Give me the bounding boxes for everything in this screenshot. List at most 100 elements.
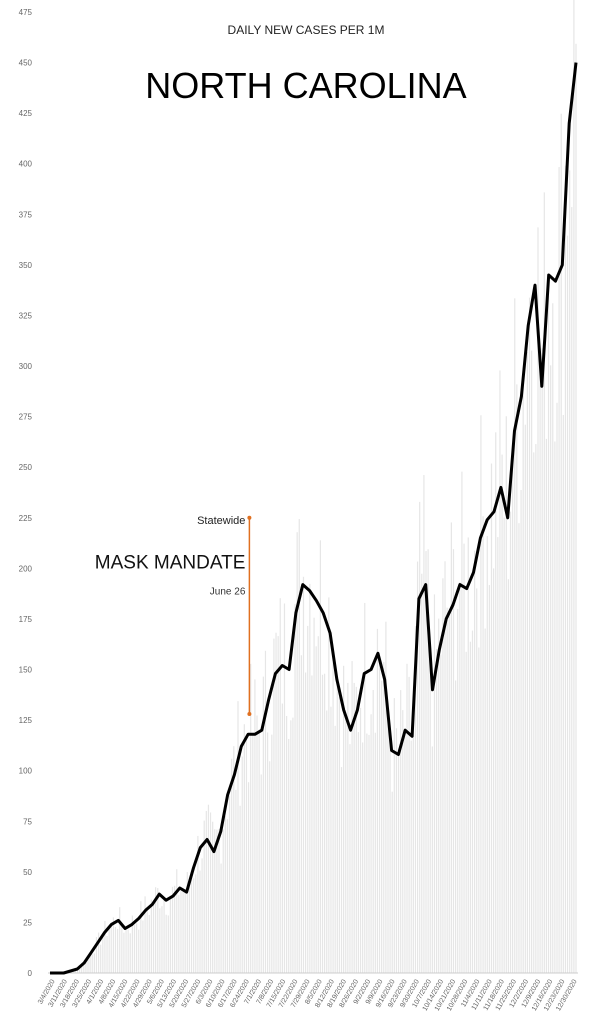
daily-bar [83, 962, 85, 973]
daily-bar [454, 680, 457, 973]
daily-bar [480, 415, 482, 974]
daily-bar [355, 686, 357, 973]
series-line [50, 62, 578, 975]
daily-bar [93, 953, 95, 973]
daily-bar [180, 889, 182, 973]
daily-bar [152, 904, 155, 973]
daily-bar [414, 626, 417, 973]
daily-bar [228, 795, 231, 973]
daily-bar [264, 650, 267, 973]
daily-bar [218, 829, 220, 973]
y-tick-label: 125 [19, 716, 33, 725]
daily-bar [560, 113, 562, 973]
daily-bar [362, 742, 364, 973]
daily-bar [313, 617, 315, 973]
daily-bar [279, 598, 281, 973]
daily-bar [150, 899, 152, 973]
daily-bar [376, 628, 379, 973]
daily-bar [486, 536, 488, 973]
daily-bar [558, 167, 560, 974]
daily-bar [408, 676, 410, 973]
daily-bar [387, 702, 389, 973]
daily-bar [353, 682, 355, 973]
daily-bar [368, 734, 370, 973]
daily-bar [374, 732, 376, 973]
daily-bar [520, 489, 522, 973]
daily-bar [438, 618, 440, 973]
daily-bar [95, 937, 98, 973]
daily-bar [562, 414, 564, 974]
daily-bar [522, 367, 524, 974]
y-tick-label: 225 [19, 514, 33, 523]
daily-bar [133, 925, 136, 973]
daily-bar [136, 923, 138, 973]
daily-bar [247, 782, 250, 973]
daily-bar [214, 829, 216, 973]
daily-bar [193, 878, 195, 973]
y-tick-label: 475 [19, 8, 33, 17]
daily-bar [260, 774, 262, 973]
daily-bar [184, 891, 186, 973]
daily-bar [334, 725, 336, 973]
daily-bar [298, 519, 300, 973]
daily-bar [474, 550, 476, 973]
daily-bar [294, 604, 296, 973]
daily-bar [431, 746, 433, 973]
daily-bar [254, 679, 256, 973]
daily-bar [161, 906, 163, 973]
daily-bar [216, 829, 218, 973]
y-axis-ticks: 0 25 50 75 100 125 150 175 200 225 250 275 300 325 350… [19, 8, 33, 978]
y-tick-label: 0 [28, 969, 33, 978]
daily-bar [269, 761, 271, 973]
daily-bar [461, 471, 463, 973]
daily-bar [324, 673, 326, 973]
daily-bar [347, 682, 349, 973]
daily-bar [250, 663, 252, 973]
daily-bar [319, 540, 321, 973]
daily-bar [503, 517, 505, 973]
daily-bar [266, 732, 269, 973]
daily-bar [226, 819, 229, 973]
daily-bar [469, 641, 471, 973]
daily-bar [142, 920, 144, 973]
daily-bar [501, 454, 503, 974]
daily-bar [243, 724, 245, 973]
daily-bar [309, 583, 311, 973]
daily-bar [509, 511, 512, 973]
y-tick-label: 300 [19, 362, 33, 371]
daily-bar [395, 728, 398, 973]
daily-bar [345, 716, 347, 973]
daily-bar [203, 820, 205, 973]
daily-bar [116, 928, 119, 973]
daily-bar [256, 715, 258, 973]
daily-bar [566, 235, 569, 974]
daily-bar [459, 582, 461, 973]
daily-bar [416, 561, 419, 973]
daily-bar [159, 908, 161, 973]
daily-bar [547, 296, 550, 974]
daily-bar [526, 352, 529, 973]
daily-bar [364, 602, 366, 973]
daily-bar [199, 870, 201, 973]
daily-bar [205, 810, 207, 973]
daily-bar [465, 651, 467, 973]
daily-bar [296, 532, 298, 973]
daily-bar [78, 966, 81, 973]
daily-bar [385, 621, 387, 973]
daily-bar [302, 576, 305, 973]
daily-bar [326, 710, 328, 973]
daily-bar [262, 676, 264, 973]
daily-bar [81, 966, 83, 973]
daily-bar [125, 925, 127, 973]
daily-bar [471, 630, 474, 973]
daily-bar [123, 932, 125, 973]
daily-bar [174, 885, 176, 973]
daily-bar [155, 887, 157, 973]
daily-bar [452, 549, 455, 973]
daily-bar [252, 734, 254, 973]
y-tick-label: 450 [19, 59, 33, 68]
daily-bar [330, 706, 332, 973]
daily-bar [129, 933, 131, 973]
y-tick-label: 250 [19, 463, 33, 472]
daily-bar [106, 936, 108, 973]
